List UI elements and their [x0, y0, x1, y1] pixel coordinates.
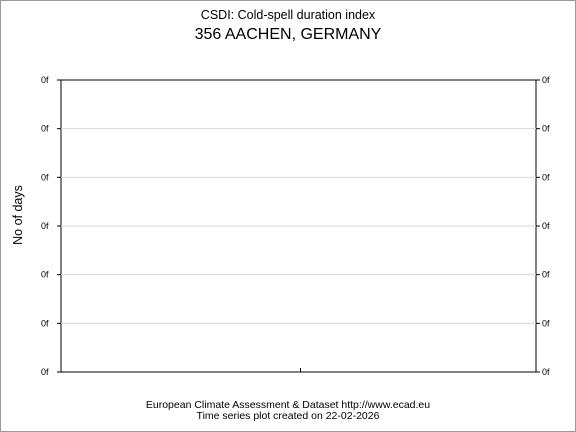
y-tick-label-left: 0f: [41, 75, 49, 85]
y-tick-labels-left: 0f 0f 0f 0f 0f 0f 0f: [41, 75, 49, 377]
y-tick-label-right: 0f: [542, 124, 550, 134]
footer-created-date: Time series plot created on 22-02-2026: [196, 410, 380, 422]
chart-title: CSDI: Cold-spell duration index: [200, 8, 376, 22]
y-tick-label-left: 0f: [41, 172, 49, 182]
tick-marks: [57, 79, 540, 373]
y-tick-label-right: 0f: [542, 221, 550, 231]
y-tick-label-right: 0f: [542, 270, 550, 280]
y-tick-label-left: 0f: [41, 318, 49, 328]
y-tick-label-left: 0f: [41, 124, 49, 134]
y-tick-label-right: 0f: [542, 75, 550, 85]
grid-lines: [61, 128, 536, 324]
y-tick-label-left: 0f: [41, 270, 49, 280]
y-tick-label-left: 0f: [41, 221, 49, 231]
chart-subtitle: 356 AACHEN, GERMANY: [194, 26, 382, 43]
footer-source: European Climate Assessment & Dataset ht…: [145, 399, 431, 411]
y-tick-label-right: 0f: [542, 172, 550, 182]
y-tick-label-right: 0f: [542, 318, 550, 328]
y-tick-label-right: 0f: [542, 367, 550, 377]
y-tick-labels-right: 0f 0f 0f 0f 0f 0f 0f: [542, 75, 550, 377]
y-tick-label-left: 0f: [41, 367, 49, 377]
